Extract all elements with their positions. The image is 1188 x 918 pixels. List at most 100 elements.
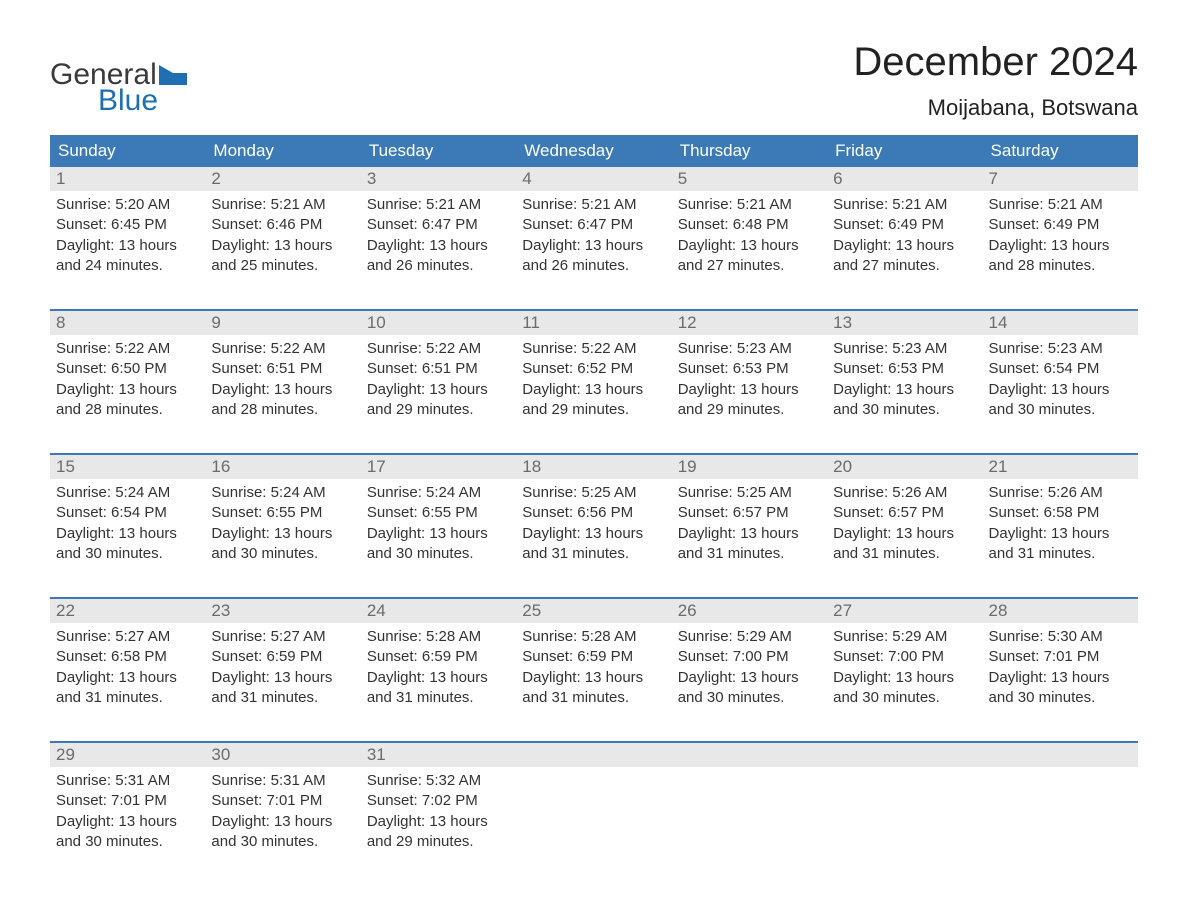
sunset-line: Sunset: 6:59 PM (522, 647, 665, 667)
sunrise-line: Sunrise: 5:27 AM (211, 627, 354, 647)
sunrise-line: Sunrise: 5:24 AM (56, 483, 199, 503)
sunrise-line: Sunrise: 5:20 AM (56, 195, 199, 215)
day-number: 13 (827, 311, 982, 335)
calendar-day: 17Sunrise: 5:24 AMSunset: 6:55 PMDayligh… (361, 455, 516, 579)
page-title: December 2024 (853, 40, 1138, 85)
flag-icon (159, 65, 187, 85)
sunrise-line: Sunrise: 5:23 AM (989, 339, 1132, 359)
daylight-line: Daylight: 13 hours and 31 minutes. (833, 524, 976, 565)
day-details: Sunrise: 5:29 AMSunset: 7:00 PMDaylight:… (672, 623, 827, 708)
day-details: Sunrise: 5:21 AMSunset: 6:46 PMDaylight:… (205, 191, 360, 276)
sunset-line: Sunset: 6:53 PM (833, 359, 976, 379)
calendar-day: . (983, 743, 1138, 867)
dow-monday: Monday (205, 135, 360, 167)
day-details: Sunrise: 5:26 AMSunset: 6:58 PMDaylight:… (983, 479, 1138, 564)
day-number: 23 (205, 599, 360, 623)
dow-wednesday: Wednesday (516, 135, 671, 167)
dow-friday: Friday (827, 135, 982, 167)
dow-sunday: Sunday (50, 135, 205, 167)
day-number: 3 (361, 167, 516, 191)
sunrise-line: Sunrise: 5:32 AM (367, 771, 510, 791)
day-number: 27 (827, 599, 982, 623)
day-number: 16 (205, 455, 360, 479)
day-number: 4 (516, 167, 671, 191)
sunset-line: Sunset: 7:01 PM (56, 791, 199, 811)
day-details: Sunrise: 5:20 AMSunset: 6:45 PMDaylight:… (50, 191, 205, 276)
sunrise-line: Sunrise: 5:28 AM (522, 627, 665, 647)
day-number: 26 (672, 599, 827, 623)
daylight-line: Daylight: 13 hours and 30 minutes. (56, 524, 199, 565)
sunrise-line: Sunrise: 5:31 AM (56, 771, 199, 791)
day-number: 24 (361, 599, 516, 623)
daylight-line: Daylight: 13 hours and 31 minutes. (56, 668, 199, 709)
day-number: 12 (672, 311, 827, 335)
daylight-line: Daylight: 13 hours and 30 minutes. (678, 668, 821, 709)
day-details: Sunrise: 5:27 AMSunset: 6:59 PMDaylight:… (205, 623, 360, 708)
day-details: Sunrise: 5:23 AMSunset: 6:53 PMDaylight:… (827, 335, 982, 420)
calendar-day: 12Sunrise: 5:23 AMSunset: 6:53 PMDayligh… (672, 311, 827, 435)
day-number: 10 (361, 311, 516, 335)
day-details: Sunrise: 5:23 AMSunset: 6:53 PMDaylight:… (672, 335, 827, 420)
day-details: Sunrise: 5:26 AMSunset: 6:57 PMDaylight:… (827, 479, 982, 564)
sunset-line: Sunset: 6:47 PM (367, 215, 510, 235)
day-details: Sunrise: 5:28 AMSunset: 6:59 PMDaylight:… (361, 623, 516, 708)
daylight-line: Daylight: 13 hours and 26 minutes. (522, 236, 665, 277)
day-details: Sunrise: 5:28 AMSunset: 6:59 PMDaylight:… (516, 623, 671, 708)
logo: General Blue (50, 40, 187, 116)
sunset-line: Sunset: 6:45 PM (56, 215, 199, 235)
daylight-line: Daylight: 13 hours and 31 minutes. (367, 668, 510, 709)
dow-thursday: Thursday (672, 135, 827, 167)
calendar-day: 21Sunrise: 5:26 AMSunset: 6:58 PMDayligh… (983, 455, 1138, 579)
sunrise-line: Sunrise: 5:30 AM (989, 627, 1132, 647)
calendar-day: 7Sunrise: 5:21 AMSunset: 6:49 PMDaylight… (983, 167, 1138, 291)
sunset-line: Sunset: 6:46 PM (211, 215, 354, 235)
sunset-line: Sunset: 6:49 PM (833, 215, 976, 235)
daylight-line: Daylight: 13 hours and 31 minutes. (522, 524, 665, 565)
sunset-line: Sunset: 6:53 PM (678, 359, 821, 379)
calendar-day: 4Sunrise: 5:21 AMSunset: 6:47 PMDaylight… (516, 167, 671, 291)
daylight-line: Daylight: 13 hours and 26 minutes. (367, 236, 510, 277)
logo-text-blue: Blue (50, 86, 187, 116)
calendar-day: 20Sunrise: 5:26 AMSunset: 6:57 PMDayligh… (827, 455, 982, 579)
day-details: Sunrise: 5:22 AMSunset: 6:52 PMDaylight:… (516, 335, 671, 420)
day-details: Sunrise: 5:21 AMSunset: 6:49 PMDaylight:… (827, 191, 982, 276)
day-details: Sunrise: 5:27 AMSunset: 6:58 PMDaylight:… (50, 623, 205, 708)
sunrise-line: Sunrise: 5:28 AM (367, 627, 510, 647)
calendar-day: 14Sunrise: 5:23 AMSunset: 6:54 PMDayligh… (983, 311, 1138, 435)
day-number: 15 (50, 455, 205, 479)
calendar-day: 9Sunrise: 5:22 AMSunset: 6:51 PMDaylight… (205, 311, 360, 435)
daylight-line: Daylight: 13 hours and 29 minutes. (678, 380, 821, 421)
daylight-line: Daylight: 13 hours and 27 minutes. (833, 236, 976, 277)
calendar-day: 15Sunrise: 5:24 AMSunset: 6:54 PMDayligh… (50, 455, 205, 579)
title-block: December 2024 Moijabana, Botswana (853, 40, 1138, 121)
day-of-week-header: Sunday Monday Tuesday Wednesday Thursday… (50, 135, 1138, 167)
day-number: 18 (516, 455, 671, 479)
day-details: Sunrise: 5:21 AMSunset: 6:49 PMDaylight:… (983, 191, 1138, 276)
daylight-line: Daylight: 13 hours and 28 minutes. (989, 236, 1132, 277)
sunrise-line: Sunrise: 5:21 AM (211, 195, 354, 215)
day-details: Sunrise: 5:21 AMSunset: 6:47 PMDaylight:… (516, 191, 671, 276)
sunset-line: Sunset: 6:52 PM (522, 359, 665, 379)
calendar-week: 15Sunrise: 5:24 AMSunset: 6:54 PMDayligh… (50, 453, 1138, 579)
sunrise-line: Sunrise: 5:29 AM (678, 627, 821, 647)
day-number: 22 (50, 599, 205, 623)
sunset-line: Sunset: 6:54 PM (989, 359, 1132, 379)
sunset-line: Sunset: 6:48 PM (678, 215, 821, 235)
day-number: 14 (983, 311, 1138, 335)
day-details: Sunrise: 5:23 AMSunset: 6:54 PMDaylight:… (983, 335, 1138, 420)
calendar-day: 18Sunrise: 5:25 AMSunset: 6:56 PMDayligh… (516, 455, 671, 579)
calendar-day: 6Sunrise: 5:21 AMSunset: 6:49 PMDaylight… (827, 167, 982, 291)
calendar-day: 1Sunrise: 5:20 AMSunset: 6:45 PMDaylight… (50, 167, 205, 291)
calendar-day: 8Sunrise: 5:22 AMSunset: 6:50 PMDaylight… (50, 311, 205, 435)
sunset-line: Sunset: 6:57 PM (678, 503, 821, 523)
day-number: . (672, 743, 827, 767)
sunset-line: Sunset: 6:55 PM (211, 503, 354, 523)
calendar-day: 30Sunrise: 5:31 AMSunset: 7:01 PMDayligh… (205, 743, 360, 867)
sunset-line: Sunset: 6:51 PM (367, 359, 510, 379)
day-number: 2 (205, 167, 360, 191)
calendar-week: 8Sunrise: 5:22 AMSunset: 6:50 PMDaylight… (50, 309, 1138, 435)
calendar-day: 22Sunrise: 5:27 AMSunset: 6:58 PMDayligh… (50, 599, 205, 723)
day-details: Sunrise: 5:24 AMSunset: 6:55 PMDaylight:… (361, 479, 516, 564)
calendar-day: 16Sunrise: 5:24 AMSunset: 6:55 PMDayligh… (205, 455, 360, 579)
sunrise-line: Sunrise: 5:25 AM (522, 483, 665, 503)
